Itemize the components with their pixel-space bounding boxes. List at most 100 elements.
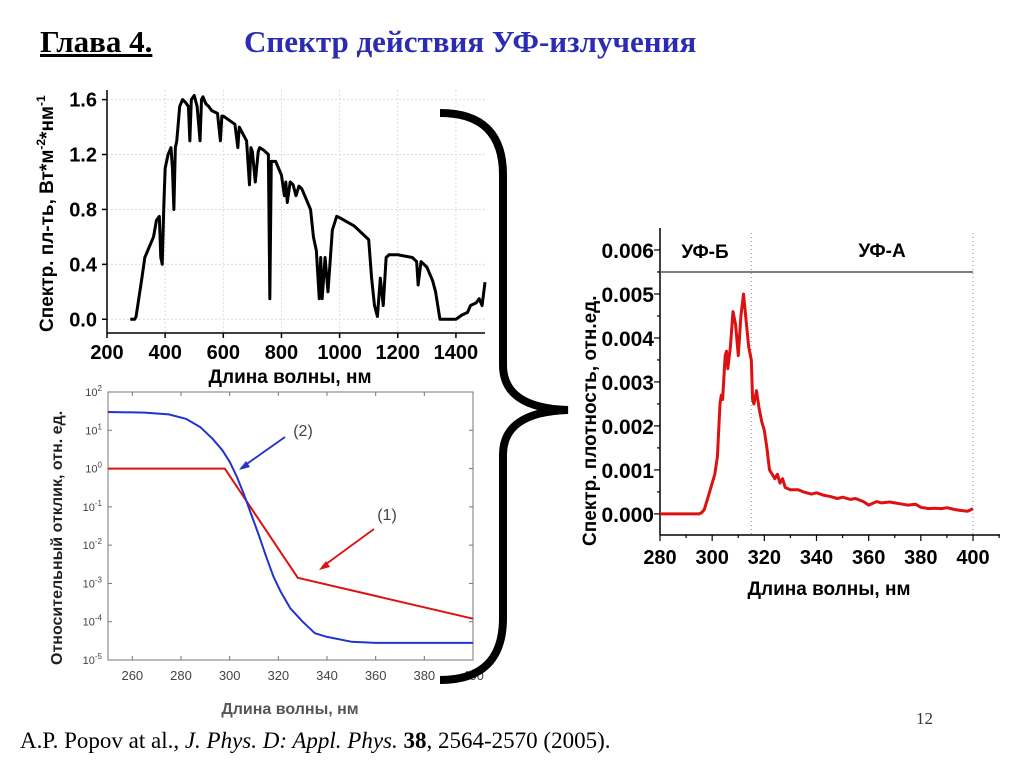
y-tick-label: 10-4 [83, 614, 103, 629]
band-label-uva: УФ-А [858, 241, 906, 262]
y-tick-exponent: -1 [95, 499, 103, 508]
slide-title: Спектр действия УФ-излучения [244, 24, 697, 59]
y-axis-label: Спектр. плотность, отн.ед. [580, 295, 601, 546]
citation-volume: 38 [403, 728, 427, 753]
citation-authors: A.P. Popov at al., [20, 728, 185, 753]
axes [654, 228, 1000, 541]
y-tick-label: 0.006 [601, 240, 654, 263]
annotation-label-2: (2) [293, 423, 313, 440]
arrowhead-icon [319, 561, 330, 570]
tick-labels: 280 300 320 340 360 380 400 0.000 0.001 0.002 0.00… [601, 240, 989, 569]
arrowhead-icon [239, 461, 250, 470]
y-tick-label: 100 [85, 461, 102, 476]
y-tick-label: 0.000 [601, 504, 654, 527]
y-tick-base: 10 [83, 655, 95, 667]
plot-frame [107, 391, 474, 661]
annotation-label-1: (1) [377, 507, 397, 524]
y-tick-base: 10 [85, 464, 97, 476]
y-tick-base: 10 [83, 578, 95, 590]
y-tick-label: 10-1 [83, 499, 103, 514]
uv-spectrum-chart: 280 300 320 340 360 380 400 0.000 0.001 0.002 0.00… [580, 228, 1000, 600]
series [107, 411, 474, 644]
x-tick-label: 280 [643, 547, 676, 569]
y-axis-label-sup1: -2 [34, 139, 48, 150]
annotation-arrow-1 [321, 528, 375, 568]
x-tick-label: 1000 [317, 342, 362, 364]
x-tick-label: 300 [219, 668, 241, 683]
x-tick-label: 300 [695, 547, 728, 569]
x-tick-label: 400 [148, 342, 181, 364]
citation-pages-year: , 2564-2570 (2005). [426, 728, 611, 753]
x-axis-label: Длина волны, нм [747, 579, 910, 600]
x-tick-label: 360 [365, 668, 387, 683]
y-tick-exponent: -3 [95, 575, 103, 584]
axes [102, 90, 485, 338]
response-line [107, 411, 473, 644]
solar-spectrum-chart: 200 400 600 800 1000 1200 14000.00.40.81.21.6 … [34, 90, 487, 388]
tick-labels: 200 400 600 800 1000 1200 1400 0.0 0.4 0.8 1.2 1.6 [69, 90, 478, 364]
band-label-uvb: УФ-Б [681, 242, 728, 263]
y-tick-label: 0.8 [69, 199, 97, 221]
x-tick-label: 800 [265, 342, 298, 364]
curly-brace [439, 109, 569, 684]
y-tick-label: 0.0 [69, 309, 97, 331]
series [130, 93, 487, 321]
series [660, 292, 974, 516]
y-axis-label: Спектр. пл-ть, Вт*м-2*нм-1 [34, 95, 58, 332]
y-tick-label: 10-3 [83, 575, 103, 590]
x-tick-label: 260 [121, 668, 143, 683]
y-tick-base: 10 [83, 617, 95, 629]
spectrum-line [130, 93, 487, 321]
y-tick-label: 102 [85, 384, 102, 399]
y-tick-label: 0.001 [601, 460, 654, 483]
y-tick-base: 10 [85, 387, 97, 399]
uv-spectrum-line [660, 292, 974, 516]
citation-journal: J. Phys. D: Appl. Phys. [184, 728, 398, 753]
action-spectrum-chart: 260 280 300 320 340 360 380 40010210110010-110-… [49, 384, 484, 718]
y-tick-label: 0.4 [69, 254, 98, 276]
y-axis-label-main: Спектр. пл-ть, Вт*м [37, 150, 58, 332]
y-tick-exponent: 0 [98, 461, 103, 470]
x-tick-label: 360 [852, 547, 885, 569]
y-axis-label: Относительный отклик, отн. ед. [49, 411, 66, 665]
y-tick-label: 1.2 [69, 145, 97, 167]
y-tick-exponent: 2 [98, 384, 103, 393]
x-tick-label: 340 [316, 668, 338, 683]
x-tick-label: 400 [956, 547, 989, 569]
y-tick-label: 10-5 [83, 652, 103, 667]
tick-labels: 260 280 300 320 340 360 380 40010210110010-110-… [83, 384, 484, 683]
chapter-heading: Глава 4. [40, 24, 153, 59]
y-tick-label: 1.6 [69, 90, 97, 112]
y-tick-base: 10 [83, 540, 95, 552]
annotations: (2) (1) [239, 423, 397, 570]
y-tick-label: 0.002 [601, 416, 654, 439]
y-tick-label: 0.003 [601, 372, 654, 395]
annotation-arrow-2 [240, 436, 286, 469]
y-tick-label: 0.005 [601, 284, 654, 307]
y-axis-label-sup2: -1 [34, 95, 48, 106]
x-tick-label: 1200 [376, 342, 421, 364]
y-tick-label: 0.004 [601, 328, 654, 351]
y-tick-exponent: -5 [95, 652, 103, 661]
x-axis-label: Длина волны, нм [208, 367, 371, 388]
y-tick-base: 10 [85, 425, 97, 437]
y-tick-label: 101 [85, 422, 102, 437]
y-tick-exponent: -2 [95, 537, 103, 546]
y-tick-exponent: 1 [98, 422, 103, 431]
y-tick-exponent: -4 [95, 614, 103, 623]
x-tick-label: 200 [90, 342, 123, 364]
response-line [108, 467, 474, 620]
x-tick-label: 380 [413, 668, 435, 683]
x-tick-label: 280 [170, 668, 192, 683]
x-tick-label: 320 [748, 547, 781, 569]
page-number: 12 [916, 709, 933, 728]
x-axis-label: Длина волны, нм [221, 701, 358, 718]
x-tick-label: 600 [207, 342, 240, 364]
y-tick-label: 10-2 [83, 537, 103, 552]
x-tick-label: 1400 [434, 342, 479, 364]
citation: A.P. Popov at al., J. Phys. D: Appl. Phy… [20, 728, 611, 754]
x-tick-label: 320 [267, 668, 289, 683]
y-tick-base: 10 [83, 502, 95, 514]
y-axis-label-mid: *нм [37, 106, 58, 139]
